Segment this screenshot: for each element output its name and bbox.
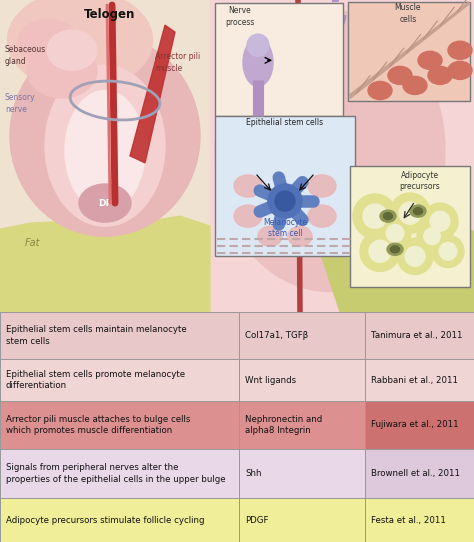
Circle shape — [422, 203, 458, 239]
Text: Shh: Shh — [245, 469, 262, 478]
Text: Col17a1, TGFβ: Col17a1, TGFβ — [245, 331, 308, 340]
Polygon shape — [130, 25, 175, 163]
Bar — [215, 115, 355, 256]
Circle shape — [363, 204, 387, 228]
Ellipse shape — [368, 81, 392, 100]
Text: Wnt ligands: Wnt ligands — [245, 376, 296, 385]
Circle shape — [397, 238, 433, 274]
Text: Brownell et al., 2011: Brownell et al., 2011 — [371, 469, 460, 478]
Ellipse shape — [215, 10, 445, 292]
Ellipse shape — [234, 175, 262, 197]
Text: Rabbani et al., 2011: Rabbani et al., 2011 — [371, 376, 458, 385]
Circle shape — [268, 184, 302, 218]
Bar — [239, 359, 365, 401]
Ellipse shape — [410, 205, 426, 217]
Bar — [0, 0, 210, 312]
Text: Fat: Fat — [25, 238, 40, 248]
Text: Fujiwara et al., 2011: Fujiwara et al., 2011 — [371, 421, 458, 429]
Bar — [0, 359, 239, 401]
Ellipse shape — [391, 246, 400, 253]
Circle shape — [379, 217, 411, 249]
Text: Muscle
cells: Muscle cells — [395, 3, 421, 24]
Text: Epithelial stem cells maintain melanocyte
stem cells: Epithelial stem cells maintain melanocyt… — [6, 325, 186, 346]
Ellipse shape — [387, 243, 403, 255]
Text: Epithelial stem cells: Epithelial stem cells — [246, 118, 324, 127]
Polygon shape — [320, 221, 474, 312]
Bar — [0, 312, 239, 359]
Ellipse shape — [79, 184, 131, 222]
Ellipse shape — [403, 76, 427, 94]
Bar — [365, 312, 474, 359]
Ellipse shape — [288, 226, 312, 246]
Ellipse shape — [10, 35, 200, 236]
Text: PDGF: PDGF — [245, 516, 269, 525]
Ellipse shape — [308, 205, 336, 227]
Ellipse shape — [308, 175, 336, 197]
Ellipse shape — [388, 66, 412, 85]
Circle shape — [432, 235, 464, 267]
Ellipse shape — [258, 226, 282, 246]
Bar — [365, 499, 474, 542]
Bar — [365, 359, 474, 401]
Ellipse shape — [428, 66, 452, 85]
Circle shape — [430, 211, 450, 231]
Bar — [365, 449, 474, 499]
Text: Sebaceous
gland: Sebaceous gland — [5, 45, 46, 66]
Circle shape — [405, 247, 425, 266]
Ellipse shape — [418, 51, 442, 69]
Text: Tanimura et al., 2011: Tanimura et al., 2011 — [371, 331, 462, 340]
Circle shape — [417, 221, 447, 251]
Text: Arrector pili
muscle: Arrector pili muscle — [155, 52, 200, 73]
Text: Adipocyte
precursors: Adipocyte precursors — [400, 171, 440, 191]
Bar — [350, 166, 470, 287]
Bar — [239, 312, 365, 359]
Bar — [0, 449, 239, 499]
Polygon shape — [0, 211, 210, 312]
Text: Sensory
nerve: Sensory nerve — [5, 93, 36, 114]
Ellipse shape — [413, 208, 422, 215]
Ellipse shape — [18, 20, 78, 65]
Text: Arrector pili muscle attaches to bulge cells
which promotes muscle differentiati: Arrector pili muscle attaches to bulge c… — [6, 415, 190, 435]
Ellipse shape — [243, 38, 273, 87]
Text: DP: DP — [98, 198, 112, 208]
Ellipse shape — [47, 30, 97, 70]
Bar — [348, 2, 470, 100]
Circle shape — [275, 191, 295, 211]
Bar — [239, 401, 365, 449]
Text: Festa et al., 2011: Festa et al., 2011 — [371, 516, 446, 525]
Bar — [0, 401, 239, 449]
Text: Signals from peripheral nerves alter the
properties of the epithelial cells in t: Signals from peripheral nerves alter the… — [6, 463, 225, 484]
Text: Nephronectin and
alpha8 Integrin: Nephronectin and alpha8 Integrin — [245, 415, 322, 435]
Text: Nerve
process: Nerve process — [225, 6, 255, 27]
Circle shape — [424, 228, 440, 244]
Bar — [239, 499, 365, 542]
Text: Adipocyte precursors stimulate follicle cycling: Adipocyte precursors stimulate follicle … — [6, 516, 204, 525]
Polygon shape — [350, 2, 469, 99]
Circle shape — [360, 231, 400, 272]
Bar — [215, 3, 343, 115]
Circle shape — [390, 193, 430, 233]
Text: Telogen: Telogen — [84, 8, 136, 21]
Bar — [239, 449, 365, 499]
Ellipse shape — [45, 66, 165, 226]
Circle shape — [369, 240, 391, 262]
Ellipse shape — [380, 210, 396, 222]
Ellipse shape — [247, 34, 269, 56]
Circle shape — [386, 224, 404, 242]
Circle shape — [353, 194, 397, 238]
Circle shape — [399, 202, 421, 224]
Bar — [210, 0, 474, 312]
Circle shape — [439, 242, 457, 260]
Ellipse shape — [383, 212, 392, 220]
Ellipse shape — [65, 91, 145, 211]
Text: Melanocyte
stem cell: Melanocyte stem cell — [263, 218, 307, 238]
Text: Epithelial stem cells promote melanocyte
differentiation: Epithelial stem cells promote melanocyte… — [6, 370, 185, 390]
Ellipse shape — [448, 41, 472, 59]
Ellipse shape — [234, 205, 262, 227]
Ellipse shape — [27, 43, 97, 98]
Ellipse shape — [8, 0, 153, 91]
Ellipse shape — [448, 61, 472, 80]
Bar — [0, 499, 239, 542]
Bar — [365, 401, 474, 449]
